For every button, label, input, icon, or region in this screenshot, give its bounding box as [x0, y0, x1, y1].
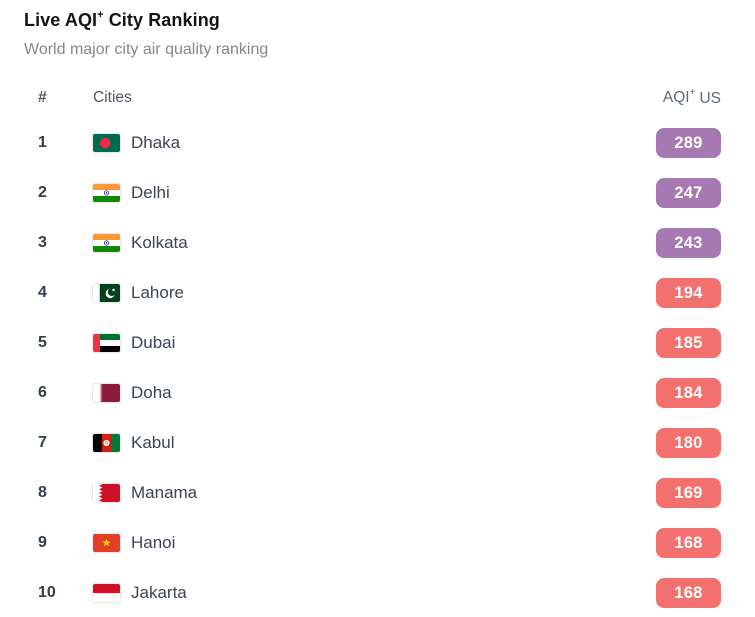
- column-header-aqi-sup: +: [689, 87, 696, 99]
- aqi-badge: 168: [656, 578, 721, 608]
- city-name: Kolkata: [131, 233, 188, 252]
- column-header-aqi: AQI+ US: [662, 87, 721, 107]
- table-row-dhaka[interactable]: 1 Dhaka 289: [0, 118, 755, 168]
- table-header: # Cities AQI+ US: [0, 84, 755, 112]
- page-title-sup: +: [97, 9, 104, 21]
- aqi-badge: 243: [656, 228, 721, 258]
- city-cell: Doha: [93, 383, 656, 403]
- table-row-delhi[interactable]: 2 Delhi 247: [0, 168, 755, 218]
- column-header-rank: #: [38, 89, 47, 106]
- city-cell: Dubai: [93, 333, 656, 353]
- column-header-cities: Cities: [93, 89, 132, 106]
- city-cell: Kolkata: [93, 233, 656, 253]
- rank-number: 7: [38, 434, 47, 451]
- city-cell: Dhaka: [93, 133, 656, 153]
- rank-number: 2: [38, 184, 47, 201]
- aqi-badge: 194: [656, 278, 721, 308]
- rank-number: 1: [38, 134, 47, 151]
- rank-number: 3: [38, 234, 47, 251]
- table-row-jakarta[interactable]: 10 Jakarta 168: [0, 568, 755, 617]
- flag-pakistan-icon: [93, 284, 120, 302]
- table-row-doha[interactable]: 6 Doha 184: [0, 368, 755, 418]
- flag-india-icon: [93, 184, 120, 202]
- table-row-hanoi[interactable]: 9 Hanoi 168: [0, 518, 755, 568]
- aqi-badge: 247: [656, 178, 721, 208]
- flag-qatar-icon: [93, 384, 120, 402]
- city-cell: Lahore: [93, 283, 656, 303]
- column-header-aqi-main: AQI: [662, 89, 690, 107]
- aqi-badge: 289: [656, 128, 721, 158]
- flag-bahrain-icon: [93, 484, 120, 502]
- page-title-main: Live AQI: [24, 10, 98, 30]
- rank-number: 9: [38, 534, 47, 551]
- city-name: Dubai: [131, 333, 176, 352]
- table-row-manama[interactable]: 8 Manama 169: [0, 468, 755, 518]
- city-name: Manama: [131, 483, 198, 502]
- page-title: Live AQI+ City Ranking: [24, 5, 731, 31]
- city-cell: Manama: [93, 483, 656, 503]
- aqi-badge: 180: [656, 428, 721, 458]
- ranking-table: 1 Dhaka 289 2 Delhi 247 3 Kolkata 243: [0, 118, 755, 617]
- city-cell: Jakarta: [93, 583, 656, 603]
- flag-bangladesh-icon: [93, 134, 120, 152]
- flag-uae-icon: [93, 334, 120, 352]
- aqi-badge: 169: [656, 478, 721, 508]
- city-name: Delhi: [131, 183, 170, 202]
- widget-header: Live AQI+ City Ranking World major city a…: [0, 0, 755, 60]
- flag-vietnam-icon: [93, 534, 120, 552]
- page-subtitle: World major city air quality ranking: [24, 41, 269, 58]
- column-header-aqi-tail: US: [699, 89, 721, 107]
- rank-number: 10: [38, 584, 56, 601]
- flag-afghanistan-icon: [93, 434, 120, 452]
- table-row-dubai[interactable]: 5 Dubai 185: [0, 318, 755, 368]
- flag-india-icon: [93, 234, 120, 252]
- city-name: Doha: [131, 383, 172, 402]
- page-title-tail: City Ranking: [108, 10, 220, 30]
- rank-number: 4: [38, 284, 47, 301]
- city-name: Hanoi: [131, 533, 176, 552]
- city-name: Kabul: [131, 433, 175, 452]
- city-cell: Delhi: [93, 183, 656, 203]
- city-name: Dhaka: [131, 133, 181, 152]
- city-cell: Hanoi: [93, 533, 656, 553]
- aqi-badge: 168: [656, 528, 721, 558]
- table-row-kabul[interactable]: 7 Kabul 180: [0, 418, 755, 468]
- table-row-lahore[interactable]: 4 Lahore 194: [0, 268, 755, 318]
- table-row-kolkata[interactable]: 3 Kolkata 243: [0, 218, 755, 268]
- aqi-badge: 185: [656, 328, 721, 358]
- rank-number: 5: [38, 334, 47, 351]
- flag-indonesia-icon: [93, 584, 120, 602]
- aqi-badge: 184: [656, 378, 721, 408]
- city-cell: Kabul: [93, 433, 656, 453]
- rank-number: 8: [38, 484, 47, 501]
- rank-number: 6: [38, 384, 47, 401]
- city-name: Jakarta: [131, 583, 187, 602]
- city-name: Lahore: [131, 283, 184, 302]
